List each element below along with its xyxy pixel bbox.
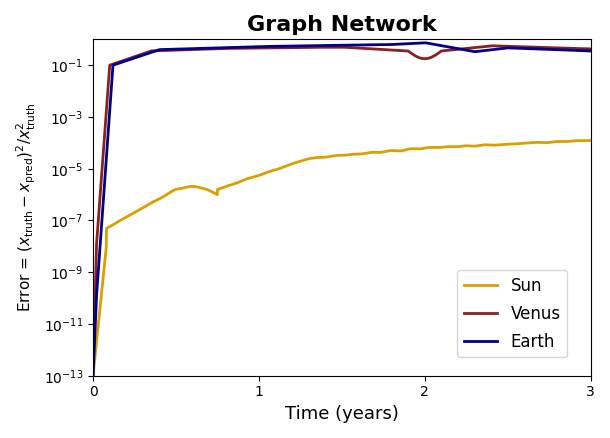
Earth: [421, 40, 428, 45]
Sun: [587, 138, 594, 143]
Sun: [318, 155, 326, 160]
Venus: [587, 46, 594, 52]
Earth: [573, 48, 580, 53]
Y-axis label: Error = $(x_{\rm truth} - x_{\rm pred})^2/x^2_{\rm truth}$: Error = $(x_{\rm truth} - x_{\rm pred})^…: [15, 103, 38, 312]
Sun: [115, 219, 122, 224]
X-axis label: Time (years): Time (years): [285, 405, 399, 423]
Sun: [573, 138, 580, 143]
Line: Sun: Sun: [93, 141, 590, 376]
Title: Graph Network: Graph Network: [247, 15, 437, 35]
Venus: [573, 46, 580, 51]
Venus: [481, 44, 489, 49]
Earth: [318, 43, 326, 48]
Sun: [572, 138, 580, 143]
Legend: Sun, Venus, Earth: Sun, Venus, Earth: [458, 270, 567, 357]
Line: Earth: Earth: [93, 42, 590, 376]
Sun: [331, 153, 339, 158]
Sun: [90, 373, 97, 378]
Earth: [115, 61, 122, 66]
Earth: [573, 48, 580, 53]
Venus: [487, 43, 495, 48]
Venus: [573, 46, 580, 51]
Sun: [481, 142, 489, 148]
Earth: [331, 43, 339, 48]
Earth: [90, 373, 97, 378]
Earth: [481, 48, 489, 53]
Earth: [587, 48, 594, 53]
Venus: [115, 60, 122, 65]
Venus: [318, 45, 326, 50]
Venus: [90, 373, 97, 378]
Line: Venus: Venus: [93, 46, 590, 376]
Venus: [331, 45, 339, 50]
